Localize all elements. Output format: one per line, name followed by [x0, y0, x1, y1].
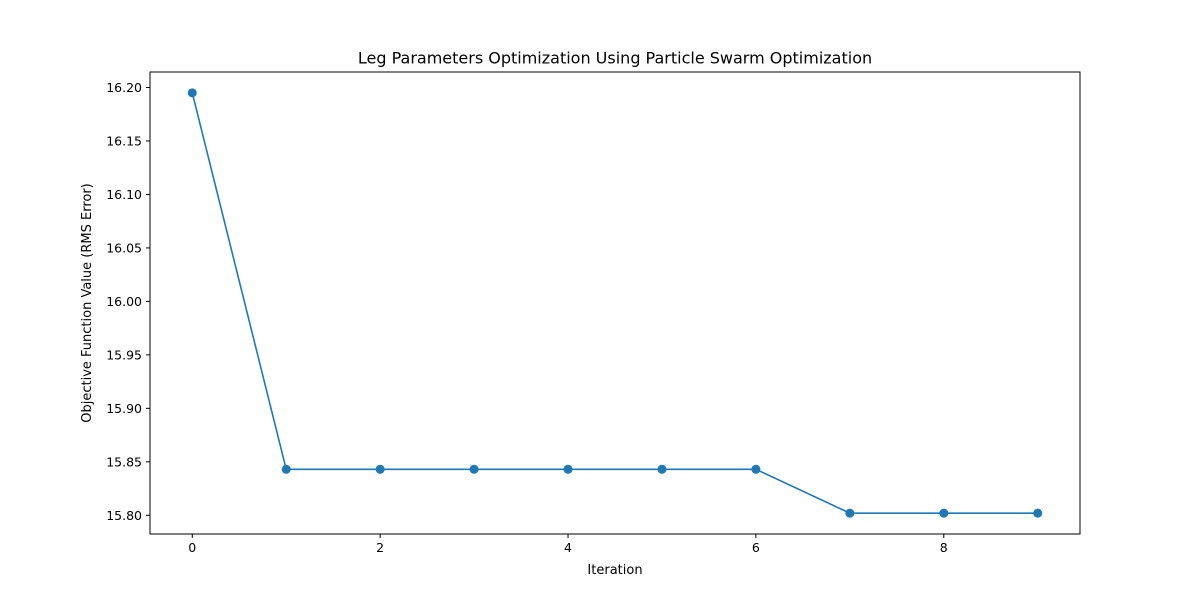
x-tick-label: 0: [188, 540, 196, 555]
y-tick-label: 16.10: [106, 187, 142, 202]
y-axis-label: Objective Function Value (RMS Error): [80, 183, 95, 423]
y-tick-label: 16.05: [106, 240, 142, 255]
chart-title: Leg Parameters Optimization Using Partic…: [358, 49, 872, 68]
data-point: [563, 464, 573, 474]
axes-frame: [149, 71, 1081, 535]
y-tick-label: 15.85: [106, 454, 142, 469]
series-layer: [187, 88, 1043, 518]
y-tick-label: 15.80: [106, 508, 142, 523]
y-axis: 15.80 15.85 15.90 15.95 16.00 16.05 16.10 16.15…: [106, 80, 150, 523]
data-point: [469, 464, 479, 474]
y-tick-label: 16.00: [106, 294, 142, 309]
plot-area: 0 2 4 6 8 15.80 15.85 15.90 15.95 16.00 16.05 16.1…: [106, 71, 1081, 555]
x-axis: 0 2 4 6 8: [188, 534, 948, 555]
data-point: [657, 464, 667, 474]
x-tick-label: 2: [376, 540, 384, 555]
data-point: [375, 464, 385, 474]
series-line: [191, 92, 1038, 514]
x-tick-label: 6: [752, 540, 760, 555]
data-point: [281, 464, 291, 474]
y-tick-label: 15.95: [106, 347, 142, 362]
y-tick-label: 16.20: [106, 80, 142, 95]
data-point: [1033, 508, 1043, 518]
data-point: [939, 508, 949, 518]
data-point: [751, 464, 761, 474]
data-point: [845, 508, 855, 518]
x-tick-label: 4: [564, 540, 572, 555]
x-axis-label: Iteration: [587, 563, 642, 578]
y-tick-label: 16.15: [106, 133, 142, 148]
x-tick-label: 8: [940, 540, 948, 555]
data-point: [187, 88, 197, 98]
y-tick-label: 15.90: [106, 401, 142, 416]
